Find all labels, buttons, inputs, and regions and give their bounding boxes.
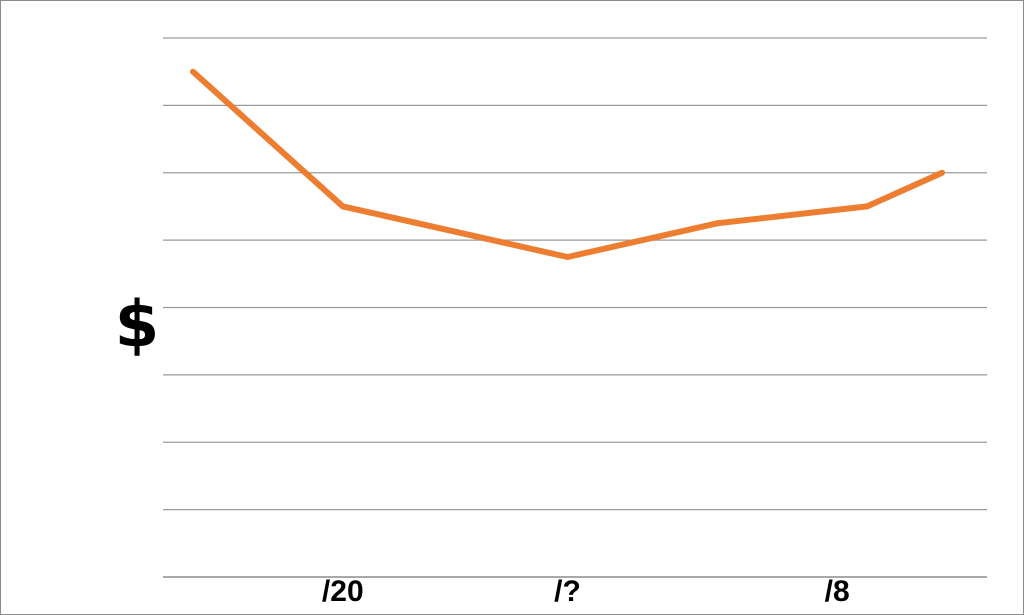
series-line [190, 69, 944, 260]
x-tick-label: /8 [825, 575, 850, 608]
data-point [864, 203, 871, 210]
x-tick-label: /20 [322, 575, 364, 608]
data-point [189, 68, 196, 75]
data-point [564, 253, 571, 260]
x-tick-labels: /20 /? /8 [322, 575, 850, 608]
x-tick-label: /? [554, 575, 581, 608]
series-layer [189, 68, 946, 260]
gridlines [163, 37, 987, 578]
data-point [339, 203, 346, 210]
y-axis-label: $ [115, 289, 160, 363]
data-point [714, 220, 721, 227]
data-point [939, 169, 946, 176]
